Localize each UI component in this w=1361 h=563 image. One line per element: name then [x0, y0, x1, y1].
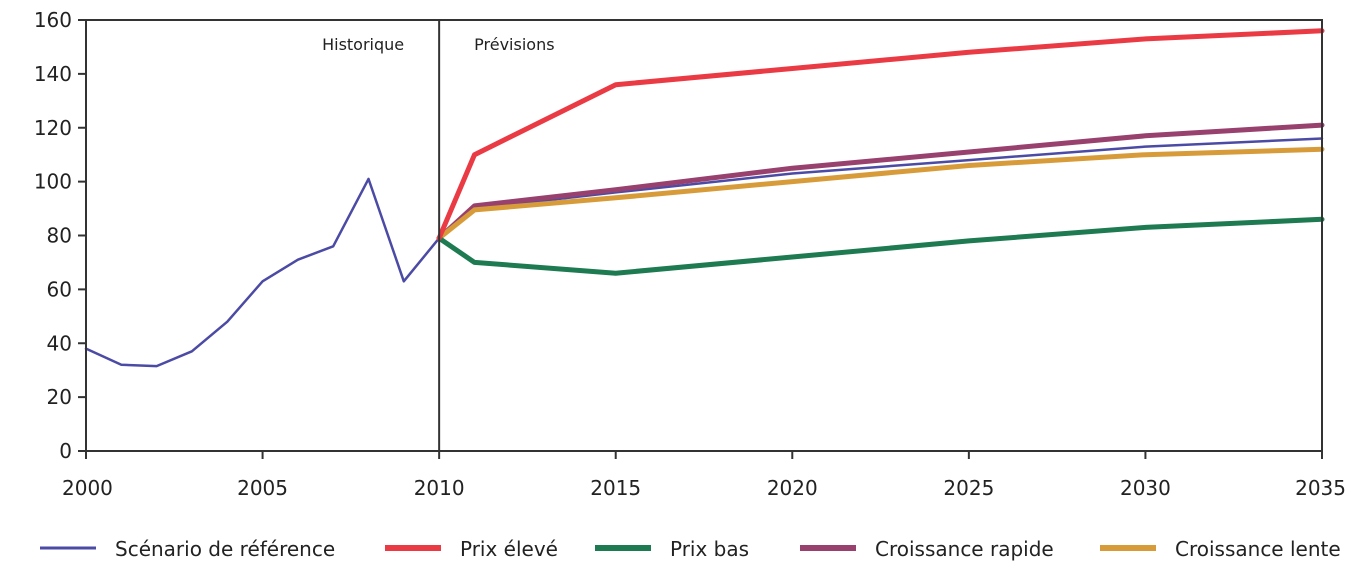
x-tick-label: 2025	[943, 476, 994, 500]
series-line-3	[436, 122, 1325, 241]
series-line-4	[436, 146, 1325, 241]
x-tick-label: 2030	[1120, 476, 1171, 500]
plot-frame	[85, 19, 1323, 452]
x-tick-label: 2020	[767, 476, 818, 500]
y-tick-label: 80	[47, 224, 72, 248]
x-tick-label: 2035	[1295, 476, 1346, 500]
x-tick-label: 2010	[414, 476, 465, 500]
y-tick-label: 100	[34, 170, 72, 194]
legend-label-3: Croissance rapide	[875, 537, 1054, 561]
series-line-2	[436, 216, 1325, 276]
x-tick-label: 2005	[237, 476, 288, 500]
x-tick-label: 2015	[590, 476, 641, 500]
legend-label-0: Scénario de référence	[115, 537, 335, 561]
y-tick-label: 40	[47, 331, 72, 355]
y-tick-label: 160	[34, 8, 72, 32]
y-tick-label: 0	[59, 439, 72, 463]
y-tick-label: 140	[34, 62, 72, 86]
annotation-previsions: Prévisions	[474, 35, 554, 54]
legend: Scénario de référence Prix élevé Prix bas C…	[40, 537, 1341, 561]
x-axis: 2000 2005 2010 2015 2020 2025 2030 2035	[62, 451, 1346, 500]
legend-label-4: Croissance lente	[1175, 537, 1341, 561]
series-layer	[84, 28, 1325, 368]
series-line-0	[84, 137, 1324, 368]
series-line-1	[436, 28, 1325, 241]
legend-label-2: Prix bas	[670, 537, 749, 561]
y-tick-label: 120	[34, 116, 72, 140]
legend-label-1: Prix élevé	[460, 537, 558, 561]
y-tick-label: 20	[47, 385, 72, 409]
y-axis: 0 20 40 60 80 100 120 140 160	[34, 8, 86, 463]
annotation-historique: Historique	[322, 35, 404, 54]
x-tick-label: 2000	[62, 476, 113, 500]
y-tick-label: 60	[47, 277, 72, 301]
